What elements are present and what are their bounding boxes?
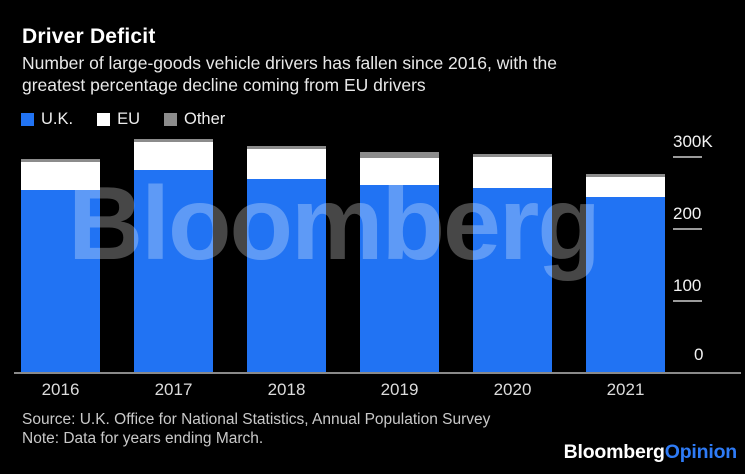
x-label-2017: 2017 (154, 380, 193, 399)
y-tick-label: 200 (673, 204, 702, 223)
legend-label-other: Other (184, 110, 226, 128)
chart-subtitle: Number of large-goods vehicle drivers ha… (22, 52, 557, 96)
segment-other-2016 (21, 158, 100, 162)
source-text: Source: U.K. Office for National Statist… (22, 411, 491, 428)
y-tick-line (673, 156, 702, 158)
y-tick-300K: 300K (673, 132, 713, 158)
x-axis-baseline (14, 372, 741, 374)
bloomberg-opinion-logo: BloombergOpinion (563, 441, 738, 464)
bar-2021 (586, 133, 665, 372)
segment-uk-2018 (247, 179, 326, 372)
legend-label-uk: U.K. (41, 110, 74, 128)
bar-2019 (360, 133, 439, 372)
segment-eu-2016 (21, 161, 100, 190)
segment-other-2018 (247, 145, 326, 149)
legend-item-other: Other (164, 110, 225, 129)
segment-eu-2019 (360, 158, 439, 185)
segment-other-2021 (586, 174, 665, 177)
y-tick-label: 100 (673, 276, 702, 295)
logo-bloomberg: Bloomberg (563, 441, 665, 463)
y-tick-line (673, 300, 702, 302)
legend-item-uk: U.K. (21, 110, 73, 129)
segment-other-2017 (134, 139, 213, 142)
x-label-2018: 2018 (267, 380, 306, 399)
y-tick-0: 0 (673, 345, 703, 369)
segment-eu-2020 (473, 156, 552, 188)
x-label-2020: 2020 (493, 380, 532, 399)
y-tick-label: 300K (673, 132, 713, 151)
legend-label-eu: EU (117, 110, 141, 128)
segment-uk-2019 (360, 184, 439, 372)
y-tick-line (673, 228, 702, 230)
segment-uk-2016 (21, 189, 100, 372)
segment-other-2020 (473, 153, 552, 157)
segment-uk-2021 (586, 197, 665, 372)
y-axis: 300K 200 100 0 (673, 132, 740, 372)
x-label-2019: 2019 (380, 380, 419, 399)
page-title: Driver Deficit (22, 25, 156, 48)
segment-eu-2018 (247, 148, 326, 180)
bar-2016 (21, 133, 100, 372)
logo-opinion: Opinion (664, 441, 737, 463)
legend-swatch-eu (97, 113, 111, 126)
bar-plot-area (21, 133, 665, 372)
y-tick-100: 100 (673, 276, 702, 302)
legend-swatch-uk (21, 113, 34, 126)
chart-legend: U.K. EU Other (21, 110, 225, 129)
x-label-2021: 2021 (606, 380, 645, 399)
x-axis-labels: 2016 2017 2018 2019 2020 2021 (21, 380, 665, 400)
subtitle-line-1: Number of large-goods vehicle drivers ha… (22, 53, 558, 73)
bar-2020 (473, 133, 552, 372)
note-text: Note: Data for years ending March. (22, 430, 264, 447)
x-label-2016: 2016 (41, 380, 80, 399)
segment-other-2019 (360, 152, 439, 159)
y-tick-200: 200 (673, 204, 702, 230)
segment-eu-2021 (586, 176, 665, 198)
legend-swatch-other (164, 113, 178, 126)
segment-uk-2017 (134, 169, 213, 372)
bar-2018 (247, 133, 326, 372)
bar-2017 (134, 133, 213, 372)
legend-item-eu: EU (97, 110, 140, 129)
segment-uk-2020 (473, 187, 552, 372)
y-tick-label: 0 (694, 345, 704, 364)
subtitle-line-2: greatest percentage decline coming from … (22, 75, 426, 95)
segment-eu-2017 (134, 141, 213, 170)
